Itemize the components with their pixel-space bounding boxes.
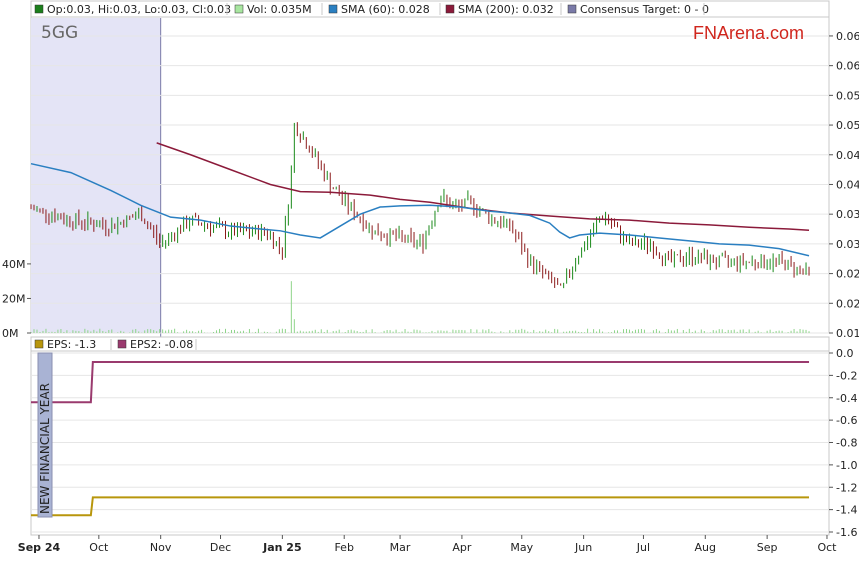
legend-swatch-ohlc [34,4,44,14]
eps-tick-label: -0.8 [836,437,857,450]
eps-tick-label: 0.0 [836,347,854,360]
legend-swatch-volume [234,4,244,14]
highlight-region [31,18,161,333]
legend-label-eps2: EPS2: -0.08 [130,338,193,351]
ticker-symbol: 5GG [41,23,78,43]
x-tick-label: Jan 25 [262,541,301,554]
sma-60-line [30,162,810,257]
legend-item-sma60: SMA (60): 0.028 [328,3,430,16]
eps-tick-label: -0.6 [836,414,857,427]
price-y-axis: 0.065 0.060 0.055 0.050 0.045 0.040 0.035 0.030… [829,30,859,340]
price-tick-label: 0.040 [836,178,859,191]
eps-tick-label: -0.4 [836,392,857,405]
legend-item-eps2: EPS2: -0.08 [117,338,193,351]
legend-item-volume: Vol: 0.035M [234,3,312,16]
legend-swatch-eps2 [117,339,127,349]
price-panel-background [30,0,830,334]
new-financial-year-label: NEW FINANCIAL YEAR [38,383,52,514]
legend-swatch-sma200 [445,4,455,14]
x-axis: Sep 24 Oct Nov Dec Jan 25 Feb Mar Apr May Jun Jul A… [18,535,837,554]
x-tick-label: Apr [452,541,472,554]
volume-tick-label: 40M [2,258,26,271]
legend-label-ohlc: Op:0.03, Hi:0.03, Lo:0.03, Cl:0.03 [47,3,231,16]
x-tick-label: Dec [210,541,231,554]
x-tick-label: Jul [636,541,650,554]
x-tick-label: Feb [334,541,353,554]
price-tick-label: 0.055 [836,89,859,102]
x-tick-label: Nov [150,541,172,554]
x-tick-label: Sep [757,541,778,554]
volume-bars [30,281,810,333]
eps2-line [31,360,810,404]
price-tick-label: 0.065 [836,30,859,43]
price-tick-label: 0.060 [836,60,859,73]
legend-item-sma200: SMA (200): 0.032 [445,3,554,16]
legend-label-eps: EPS: -1.3 [47,338,96,351]
ohlc-bars [30,122,810,289]
legend-swatch-consensus [567,4,577,14]
x-tick-label: May [510,541,533,554]
eps-y-axis: 0.0 -0.2 -0.4 -0.6 -0.8 -1.0 -1.2 -1.4 -1.6 [829,347,857,539]
price-tick-label: 0.025 [836,268,859,281]
legend-swatch-eps [34,339,44,349]
legend-label-volume: Vol: 0.035M [247,3,312,16]
legend-swatch-sma60 [328,4,338,14]
legend-item-eps: EPS: -1.3 [34,338,96,351]
price-tick-label: 0.045 [836,149,859,162]
brand-logo: FNArena.com [693,23,804,43]
eps-tick-label: -1.2 [836,481,857,494]
x-tick-label: Jun [574,541,592,554]
eps-tick-label: -1.6 [836,526,857,539]
legend-top: Op:0.03, Hi:0.03, Lo:0.03, Cl:0.03 Vol: … [30,0,830,18]
x-tick-label: Aug [695,541,716,554]
eps-tick-label: -1.4 [836,504,857,517]
price-tick-label: 0.050 [836,119,859,132]
legend-label-consensus: Consensus Target: 0 - 0 [580,3,709,16]
price-tick-label: 0.030 [836,238,859,251]
price-tick-label: 0.015 [836,327,859,340]
price-tick-label: 0.035 [836,208,859,221]
legend-bottom: EPS: -1.3 EPS2: -0.08 [30,336,830,352]
eps-line [31,496,810,517]
eps-tick-label: -0.2 [836,369,857,382]
legend-label-sma60: SMA (60): 0.028 [341,3,430,16]
legend-item-ohlc: Op:0.03, Hi:0.03, Lo:0.03, Cl:0.03 [34,3,231,16]
x-tick-label: Mar [390,541,411,554]
volume-tick-label: 0M [2,327,19,340]
x-tick-label: Oct [89,541,109,554]
x-tick-label: Sep 24 [18,541,61,554]
price-gridlines [31,35,829,334]
new-financial-year-annotation: NEW FINANCIAL YEAR [37,352,53,518]
eps-gridlines [31,352,829,533]
legend-label-sma200: SMA (200): 0.032 [458,3,554,16]
price-tick-label: 0.020 [836,297,859,310]
eps-tick-label: -1.0 [836,459,857,472]
x-tick-label: Oct [817,541,837,554]
legend-item-consensus: Consensus Target: 0 - 0 [567,3,709,16]
volume-y-axis: 40M 20M 0M [2,258,31,340]
volume-tick-label: 20M [2,292,26,305]
eps-panel-background [30,336,830,536]
